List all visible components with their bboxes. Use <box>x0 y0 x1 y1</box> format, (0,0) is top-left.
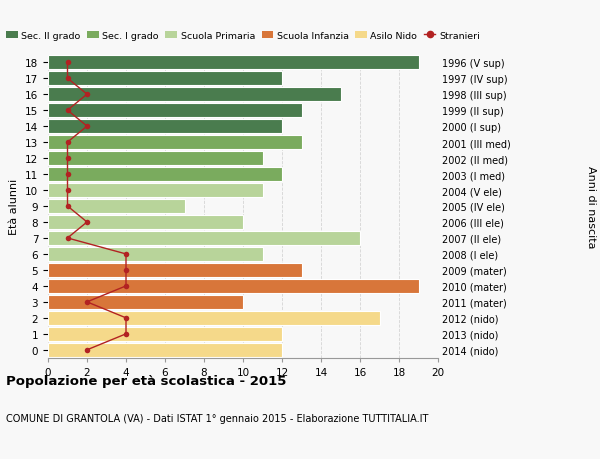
Bar <box>48 168 282 181</box>
Text: Popolazione per età scolastica - 2015: Popolazione per età scolastica - 2015 <box>6 374 286 387</box>
Bar <box>48 88 341 102</box>
Bar <box>48 152 263 166</box>
Bar <box>48 184 263 197</box>
Text: COMUNE DI GRANTOLA (VA) - Dati ISTAT 1° gennaio 2015 - Elaborazione TUTTITALIA.I: COMUNE DI GRANTOLA (VA) - Dati ISTAT 1° … <box>6 413 428 423</box>
Bar <box>48 280 419 293</box>
Text: Anni di nascita: Anni di nascita <box>586 165 596 248</box>
Bar <box>48 327 282 341</box>
Bar <box>48 72 282 86</box>
Bar <box>48 263 302 277</box>
Bar <box>48 343 282 357</box>
Bar <box>48 216 243 229</box>
Bar <box>48 296 243 309</box>
Bar <box>48 247 263 261</box>
Legend: Sec. II grado, Sec. I grado, Scuola Primaria, Scuola Infanzia, Asilo Nido, Stran: Sec. II grado, Sec. I grado, Scuola Prim… <box>2 28 484 45</box>
Y-axis label: Età alunni: Età alunni <box>10 179 19 235</box>
Bar <box>48 232 360 245</box>
Bar <box>48 120 282 134</box>
Bar <box>48 200 185 213</box>
Bar <box>48 136 302 150</box>
Bar <box>48 311 380 325</box>
Bar <box>48 104 302 118</box>
Bar <box>48 56 419 70</box>
